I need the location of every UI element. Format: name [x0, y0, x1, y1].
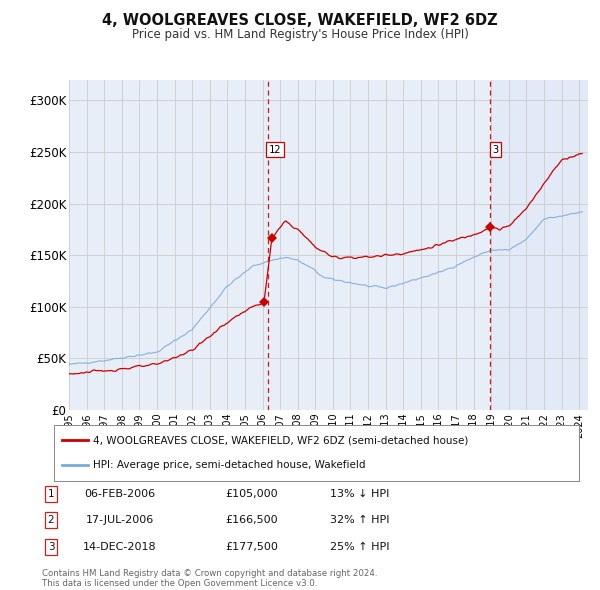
Text: 32% ↑ HPI: 32% ↑ HPI [330, 516, 390, 525]
Text: 2: 2 [47, 516, 55, 525]
Text: 3: 3 [492, 145, 499, 155]
Text: £166,500: £166,500 [226, 516, 278, 525]
Text: 4, WOOLGREAVES CLOSE, WAKEFIELD, WF2 6DZ: 4, WOOLGREAVES CLOSE, WAKEFIELD, WF2 6DZ [102, 13, 498, 28]
Text: £177,500: £177,500 [226, 542, 278, 552]
Text: 13% ↓ HPI: 13% ↓ HPI [331, 489, 389, 499]
Text: 3: 3 [47, 542, 55, 552]
Text: 06-FEB-2006: 06-FEB-2006 [85, 489, 155, 499]
Text: 14-DEC-2018: 14-DEC-2018 [83, 542, 157, 552]
Text: 25% ↑ HPI: 25% ↑ HPI [330, 542, 390, 552]
Text: HPI: Average price, semi-detached house, Wakefield: HPI: Average price, semi-detached house,… [94, 460, 366, 470]
Bar [491, 80, 597, 410]
Text: 4, WOOLGREAVES CLOSE, WAKEFIELD, WF2 6DZ (semi-detached house): 4, WOOLGREAVES CLOSE, WAKEFIELD, WF2 6DZ… [94, 435, 469, 445]
Text: 12: 12 [269, 145, 281, 155]
Text: 1: 1 [47, 489, 55, 499]
Text: Price paid vs. HM Land Registry's House Price Index (HPI): Price paid vs. HM Land Registry's House … [131, 28, 469, 41]
Text: Contains HM Land Registry data © Crown copyright and database right 2024.
This d: Contains HM Land Registry data © Crown c… [42, 569, 377, 588]
Text: 17-JUL-2006: 17-JUL-2006 [86, 516, 154, 525]
Text: £105,000: £105,000 [226, 489, 278, 499]
